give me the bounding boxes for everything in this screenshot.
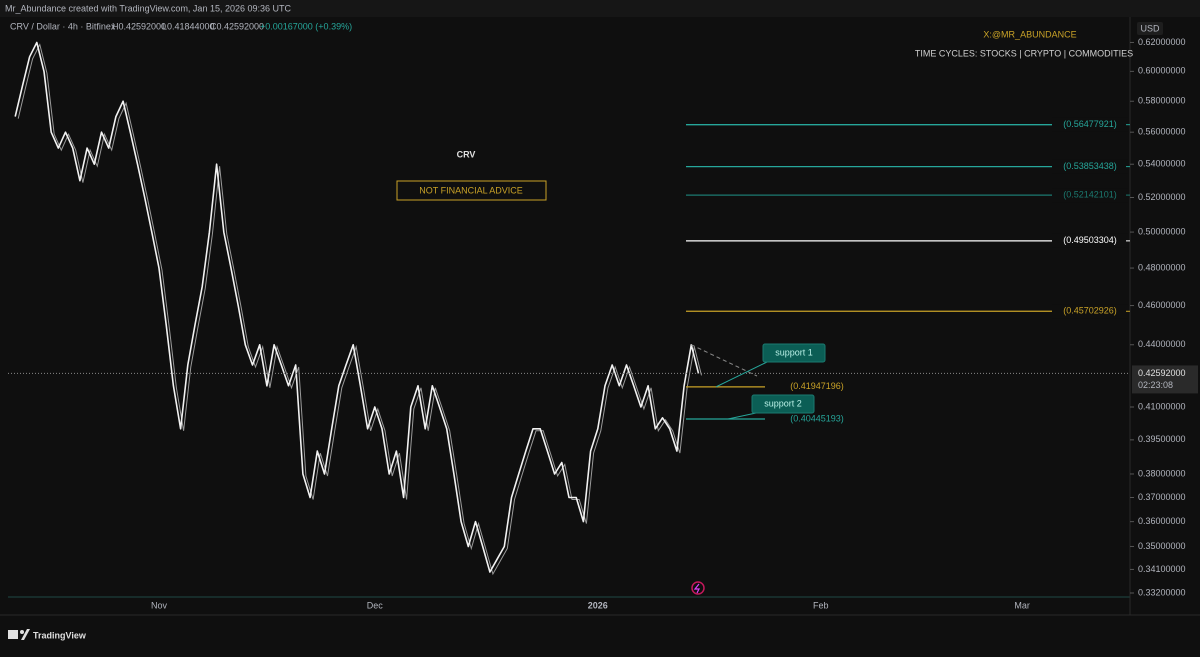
y-tick-label: 0.56000000: [1138, 127, 1186, 137]
logo-mark: [8, 630, 18, 639]
last-price-box: [1132, 365, 1198, 394]
annotation-tagline: TIME CYCLES: STOCKS | CRYPTO | COMMODITI…: [915, 48, 1133, 58]
y-tick-label: 0.36000000: [1138, 516, 1186, 526]
x-tick-label: Feb: [813, 600, 829, 610]
x-tick-label: Dec: [367, 600, 384, 610]
countdown: 02:23:08: [1138, 380, 1173, 390]
level-label-bg: [1052, 117, 1128, 132]
price-line-shadow: [17, 43, 702, 576]
level-label-bg: [1052, 304, 1128, 319]
y-tick-label: 0.54000000: [1138, 159, 1186, 169]
footer-logo[interactable]: TradingView: [33, 630, 87, 640]
currency: USD: [1140, 23, 1160, 33]
price-line: [14, 41, 700, 573]
header-bar: [0, 0, 1200, 17]
chart-title: CRV: [457, 149, 476, 159]
x-tick-label: Nov: [151, 600, 168, 610]
logo-mark-dot: [20, 630, 24, 634]
support-label: (0.41947196): [790, 381, 844, 391]
support-box: [751, 394, 815, 414]
y-tick-label: 0.39500000: [1138, 434, 1186, 444]
level-label: (0.45702926): [1063, 306, 1117, 316]
support-label: (0.40445193): [790, 413, 844, 423]
x-tick-label: Mar: [1014, 600, 1030, 610]
event-icon-bolt: [693, 583, 700, 594]
support-callout: [727, 412, 757, 420]
level-label-bg: [1052, 188, 1128, 203]
chart-subtitle: NOT FINANCIAL ADVICE: [419, 185, 523, 195]
level-label: (0.56477921): [1063, 119, 1117, 129]
y-tick-label: 0.33200000: [1138, 587, 1186, 597]
y-tick-label: 0.41000000: [1138, 401, 1186, 411]
trend-dash: [691, 344, 758, 377]
y-tick-label: 0.35000000: [1138, 541, 1186, 551]
ohlc-low: L0.41844000: [162, 21, 215, 31]
event-icon[interactable]: [691, 581, 705, 595]
support-box: [762, 343, 826, 363]
symbol-info: CRV / Dollar · 4h · Bitfinex: [10, 21, 116, 31]
x-tick-label: 2026: [588, 600, 608, 610]
y-tick-label: 0.38000000: [1138, 468, 1186, 478]
header-text: Mr_Abundance created with TradingView.co…: [5, 3, 292, 13]
y-tick-label: 0.60000000: [1138, 66, 1186, 76]
level-label-bg: [1052, 233, 1128, 248]
y-tick-label: 0.48000000: [1138, 262, 1186, 272]
support-name: support 2: [764, 398, 802, 408]
y-tick-label: 0.58000000: [1138, 96, 1186, 106]
ohlc-close: C0.42592000: [210, 21, 264, 31]
level-label: (0.52142101): [1063, 189, 1117, 199]
support-name: support 1: [775, 347, 813, 357]
annotation-handle: X:@MR_ABUNDANCE: [983, 29, 1076, 39]
logo-mark-slash: [21, 629, 30, 640]
currency-badge: [1137, 22, 1163, 35]
y-tick-label: 0.50000000: [1138, 226, 1186, 236]
level-label: (0.53853438): [1063, 161, 1117, 171]
y-tick-label: 0.52000000: [1138, 192, 1186, 202]
y-tick-label: 0.62000000: [1138, 37, 1186, 47]
y-tick-label: 0.44000000: [1138, 339, 1186, 349]
support-callout: [715, 361, 768, 388]
ohlc-high: H0.42592000: [112, 21, 166, 31]
price-change: +0.00167000 (+0.39%): [260, 21, 352, 31]
subtitle-box: [396, 180, 547, 201]
level-label: (0.49503304): [1063, 235, 1117, 245]
last-price-label: 0.42592000: [1138, 368, 1186, 378]
y-tick-label: 0.46000000: [1138, 300, 1186, 310]
y-tick-label: 0.34100000: [1138, 564, 1186, 574]
y-tick-label: 0.37000000: [1138, 492, 1186, 502]
level-label-bg: [1052, 159, 1128, 174]
